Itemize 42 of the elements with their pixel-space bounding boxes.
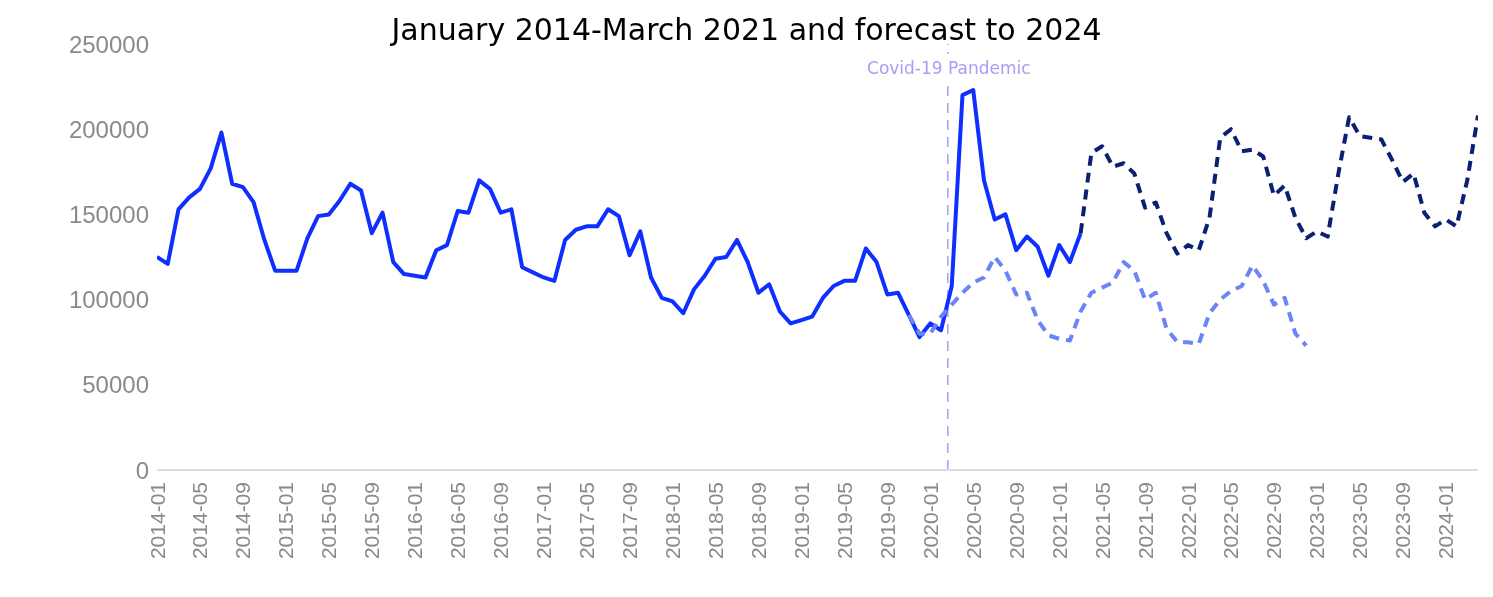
- x-tick-label: 2018-05: [703, 482, 727, 560]
- x-tick-label: 2021-01: [1047, 482, 1071, 560]
- x-tick-label: 2023-09: [1391, 482, 1415, 560]
- x-tick-label: 2017-05: [575, 482, 599, 560]
- line-series: [1078, 113, 1478, 256]
- x-tick-label: 2014-05: [188, 482, 212, 560]
- y-tick-label: 250000: [68, 30, 149, 58]
- x-tick-label: 2017-01: [532, 482, 556, 560]
- x-tick-label: 2014-09: [231, 482, 255, 560]
- x-tick-label: 2020-01: [918, 482, 942, 560]
- x-tick-label: 2020-09: [1004, 482, 1028, 560]
- ref-line-label: Covid-19 Pandemic: [867, 58, 1031, 78]
- x-tick-label: 2018-01: [661, 482, 685, 560]
- x-tick-label: 2015-01: [274, 482, 298, 560]
- chart-title: January 2014-March 2021 and forecast to 2024: [391, 12, 1102, 47]
- x-tick-label: 2023-05: [1348, 482, 1372, 560]
- x-tick-label: 2017-09: [618, 482, 642, 560]
- x-tick-label: 2015-05: [317, 482, 341, 560]
- x-tick-label: 2022-09: [1262, 482, 1286, 560]
- x-tick-label: 2020-05: [961, 482, 985, 560]
- y-tick-label: 100000: [68, 286, 149, 314]
- x-tick-label: 2016-09: [489, 482, 513, 560]
- x-tick-label: 2021-09: [1133, 482, 1157, 560]
- line-series: [157, 88, 1083, 340]
- x-tick-label: 2022-05: [1219, 482, 1243, 560]
- x-tick-label: 2019-01: [789, 482, 813, 560]
- y-tick-label: 50000: [82, 371, 149, 399]
- x-tick-label: 2019-05: [832, 482, 856, 560]
- x-tick-label: 2021-05: [1090, 482, 1114, 560]
- x-tick-label: 2023-01: [1305, 482, 1329, 560]
- x-tick-label: 2024-01: [1434, 482, 1458, 560]
- y-tick-label: 150000: [68, 200, 149, 228]
- x-tick-label: 2015-09: [360, 482, 384, 560]
- x-tick-label: 2016-01: [403, 482, 427, 560]
- x-tick-label: 2014-01: [145, 482, 169, 560]
- x-tick-label: 2016-05: [446, 482, 470, 560]
- x-tick-label: 2019-09: [875, 482, 899, 560]
- x-tick-label: 2022-01: [1176, 482, 1200, 560]
- y-tick-label: 0: [135, 456, 149, 484]
- line-series: [906, 255, 1309, 348]
- y-tick-label: 200000: [68, 115, 149, 143]
- x-tick-label: 2018-09: [746, 482, 770, 560]
